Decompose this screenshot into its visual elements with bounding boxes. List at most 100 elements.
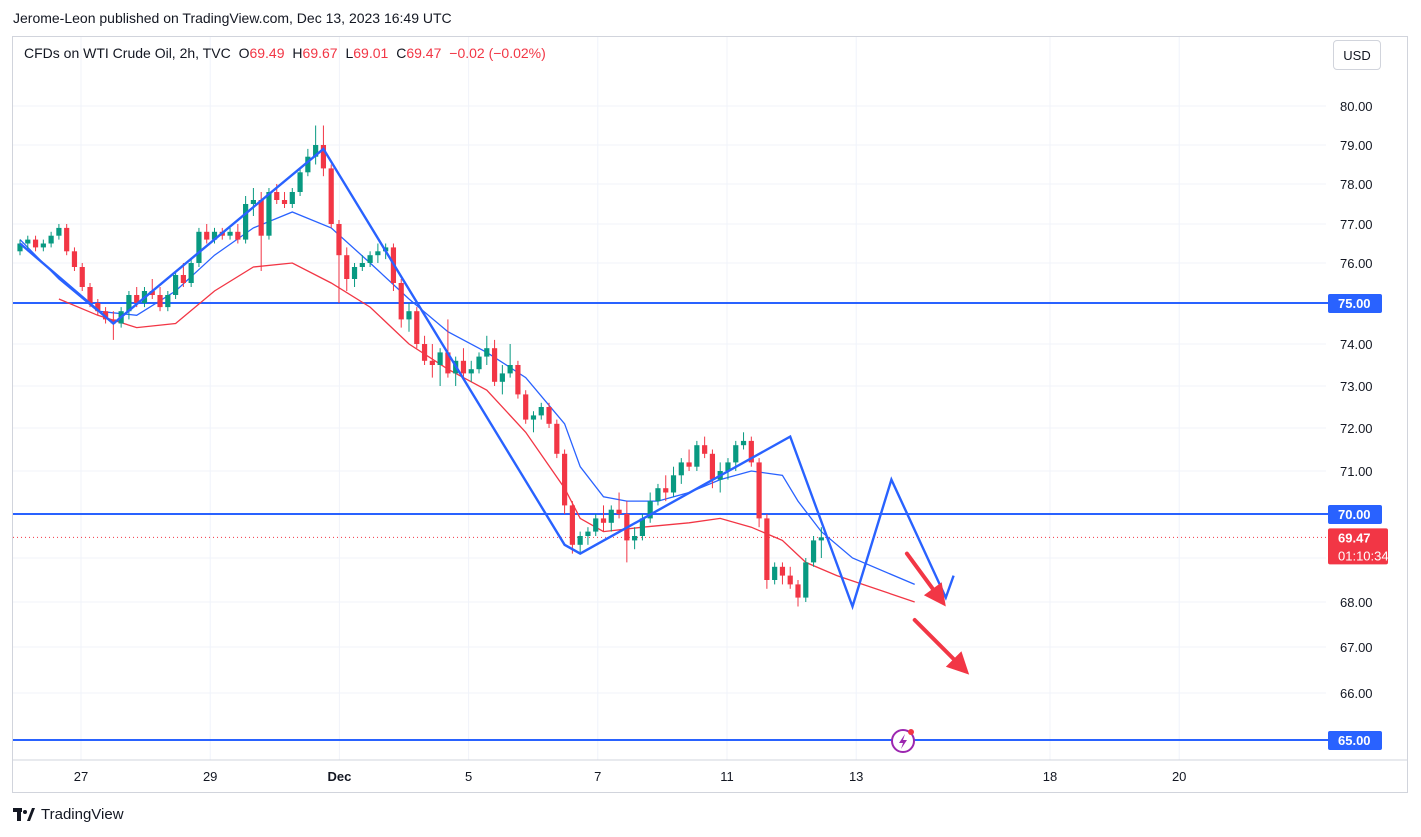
- candle-body: [460, 360, 467, 374]
- lightning-icon: [899, 734, 907, 749]
- candle-body: [725, 462, 731, 471]
- candle-body: [344, 255, 350, 279]
- time-tick-label: 13: [849, 769, 863, 784]
- candle-body: [569, 505, 575, 545]
- candle-body: [17, 243, 23, 252]
- candle-body: [546, 407, 552, 424]
- price-tick-label: 72.00: [1340, 421, 1373, 436]
- candle-body: [772, 566, 778, 580]
- candle-body: [134, 295, 140, 303]
- candle-body: [359, 263, 365, 267]
- time-tick-label: Dec: [327, 769, 351, 784]
- candle-body: [600, 518, 607, 523]
- candle-body: [157, 295, 163, 308]
- price-tick-label: 80.00: [1340, 99, 1373, 114]
- time-tick-label: 18: [1043, 769, 1057, 784]
- candle-body: [149, 291, 155, 295]
- candle-body: [328, 168, 334, 224]
- candle-body: [250, 200, 256, 204]
- candle-body: [258, 200, 264, 236]
- forecast-arrow-head: [945, 651, 970, 675]
- candle-body: [702, 445, 708, 454]
- level-price-badge: [1328, 731, 1382, 750]
- tradingview-brand: TradingView: [41, 806, 124, 823]
- candle-body: [71, 251, 78, 267]
- symbol-name: CFDs on WTI Crude Oil, 2h, TVC: [24, 45, 231, 61]
- tradingview-logo-icon: [13, 807, 35, 821]
- candle-body: [95, 303, 101, 312]
- candle-body: [196, 231, 202, 263]
- candle-body: [274, 192, 280, 200]
- candle-body: [445, 352, 451, 374]
- forecast-arrow-shaft: [904, 551, 935, 591]
- candle-body: [632, 536, 638, 541]
- level-price-badge-text: 75.00: [1338, 296, 1371, 311]
- candle-body: [211, 231, 218, 240]
- price-tick-label: 71.00: [1340, 464, 1373, 479]
- candle-body: [484, 348, 490, 357]
- candle-body: [173, 275, 179, 295]
- last-price-value: 69.47: [1338, 530, 1371, 545]
- forecast-arrow-head: [923, 582, 946, 607]
- price-tick-label: 77.00: [1340, 217, 1373, 232]
- price-tick-label: 79.00: [1340, 138, 1373, 153]
- close-label: C: [396, 45, 407, 61]
- price-tick-label: 67.00: [1340, 640, 1373, 655]
- candle-body: [554, 423, 560, 454]
- last-price-badge: [1328, 528, 1388, 565]
- candle-body: [126, 295, 132, 312]
- time-tick-label: 5: [465, 769, 472, 784]
- publisher-caption: Jerome-Leon published on TradingView.com…: [13, 10, 452, 26]
- candle-body: [289, 192, 295, 204]
- level-price-badge-text: 70.00: [1338, 507, 1371, 522]
- level-price-badge: [1328, 505, 1382, 524]
- chart-legend: CFDs on WTI Crude Oil, 2h, TVC O69.49 H6…: [24, 45, 546, 61]
- candle-body: [110, 319, 116, 324]
- candle-body: [281, 200, 288, 204]
- candle-body: [616, 509, 622, 514]
- candle-body: [437, 352, 443, 365]
- candle-body: [694, 445, 700, 467]
- candle-body: [647, 501, 653, 519]
- candle-body: [468, 369, 474, 374]
- chart-frame: [12, 36, 1408, 793]
- candle-body: [40, 243, 46, 248]
- low-value: 69.01: [353, 45, 389, 61]
- candle-body: [87, 287, 93, 303]
- candle-body: [530, 415, 537, 420]
- candle-body: [56, 227, 62, 236]
- price-tick-label: 73.00: [1340, 379, 1373, 394]
- candle-body: [367, 255, 373, 263]
- candle-body: [305, 156, 311, 173]
- candle-body: [733, 445, 739, 463]
- candle-body: [803, 562, 809, 598]
- candle-body: [787, 575, 793, 585]
- candle-body: [740, 440, 747, 446]
- candle-body: [48, 235, 54, 244]
- candle-body: [756, 462, 762, 519]
- candle-body: [585, 531, 591, 536]
- candle-body: [398, 283, 404, 320]
- candle-body: [748, 440, 754, 463]
- candle-body: [670, 475, 677, 493]
- change-value: −0.02 (−0.02%): [449, 45, 546, 61]
- level-price-badge-text: 65.00: [1338, 733, 1371, 748]
- countdown-value: 01:10:34: [1338, 548, 1389, 563]
- currency-button[interactable]: USD: [1333, 40, 1381, 70]
- candle-body: [375, 251, 381, 256]
- candle-body: [227, 231, 233, 236]
- candle-body: [204, 231, 210, 240]
- tradingview-logo[interactable]: TradingView: [13, 806, 124, 823]
- time-tick-label: 7: [594, 769, 601, 784]
- candle-body: [32, 239, 39, 248]
- candle-body: [406, 311, 412, 320]
- candle-body: [686, 462, 692, 467]
- events-dot-icon: [908, 729, 914, 735]
- candle-body: [414, 311, 420, 344]
- price-tick-label: 68.00: [1340, 595, 1373, 610]
- price-tick-label: 66.00: [1340, 686, 1373, 701]
- candle-body: [266, 192, 272, 236]
- candle-body: [165, 295, 171, 308]
- candle-body: [351, 267, 358, 279]
